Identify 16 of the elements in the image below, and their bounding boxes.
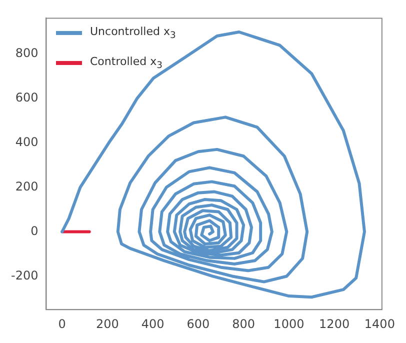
x-tick-label: 400 — [141, 316, 164, 331]
y-tick-label: 800 — [15, 46, 38, 60]
legend-label: Uncontrolled x$_{3}$ — [90, 24, 176, 42]
legend-label: Controlled x$_{3}$ — [90, 54, 162, 72]
x-tick-label: 1400 — [364, 316, 395, 331]
y-tick-label: 200 — [15, 179, 38, 194]
x-tick-label: 600 — [186, 316, 210, 331]
y-tick-label: 400 — [15, 134, 38, 149]
x-tick-label: 1200 — [319, 316, 350, 331]
x-tick-label: 1000 — [274, 316, 304, 331]
y-tick-label: 0 — [30, 224, 38, 238]
y-tick-label: -200 — [11, 268, 38, 282]
y-tick-label: 600 — [15, 90, 38, 104]
x-tick-label: 800 — [232, 316, 256, 331]
x-tick-label: 200 — [96, 316, 119, 331]
x-tick-label: 0 — [58, 316, 66, 331]
